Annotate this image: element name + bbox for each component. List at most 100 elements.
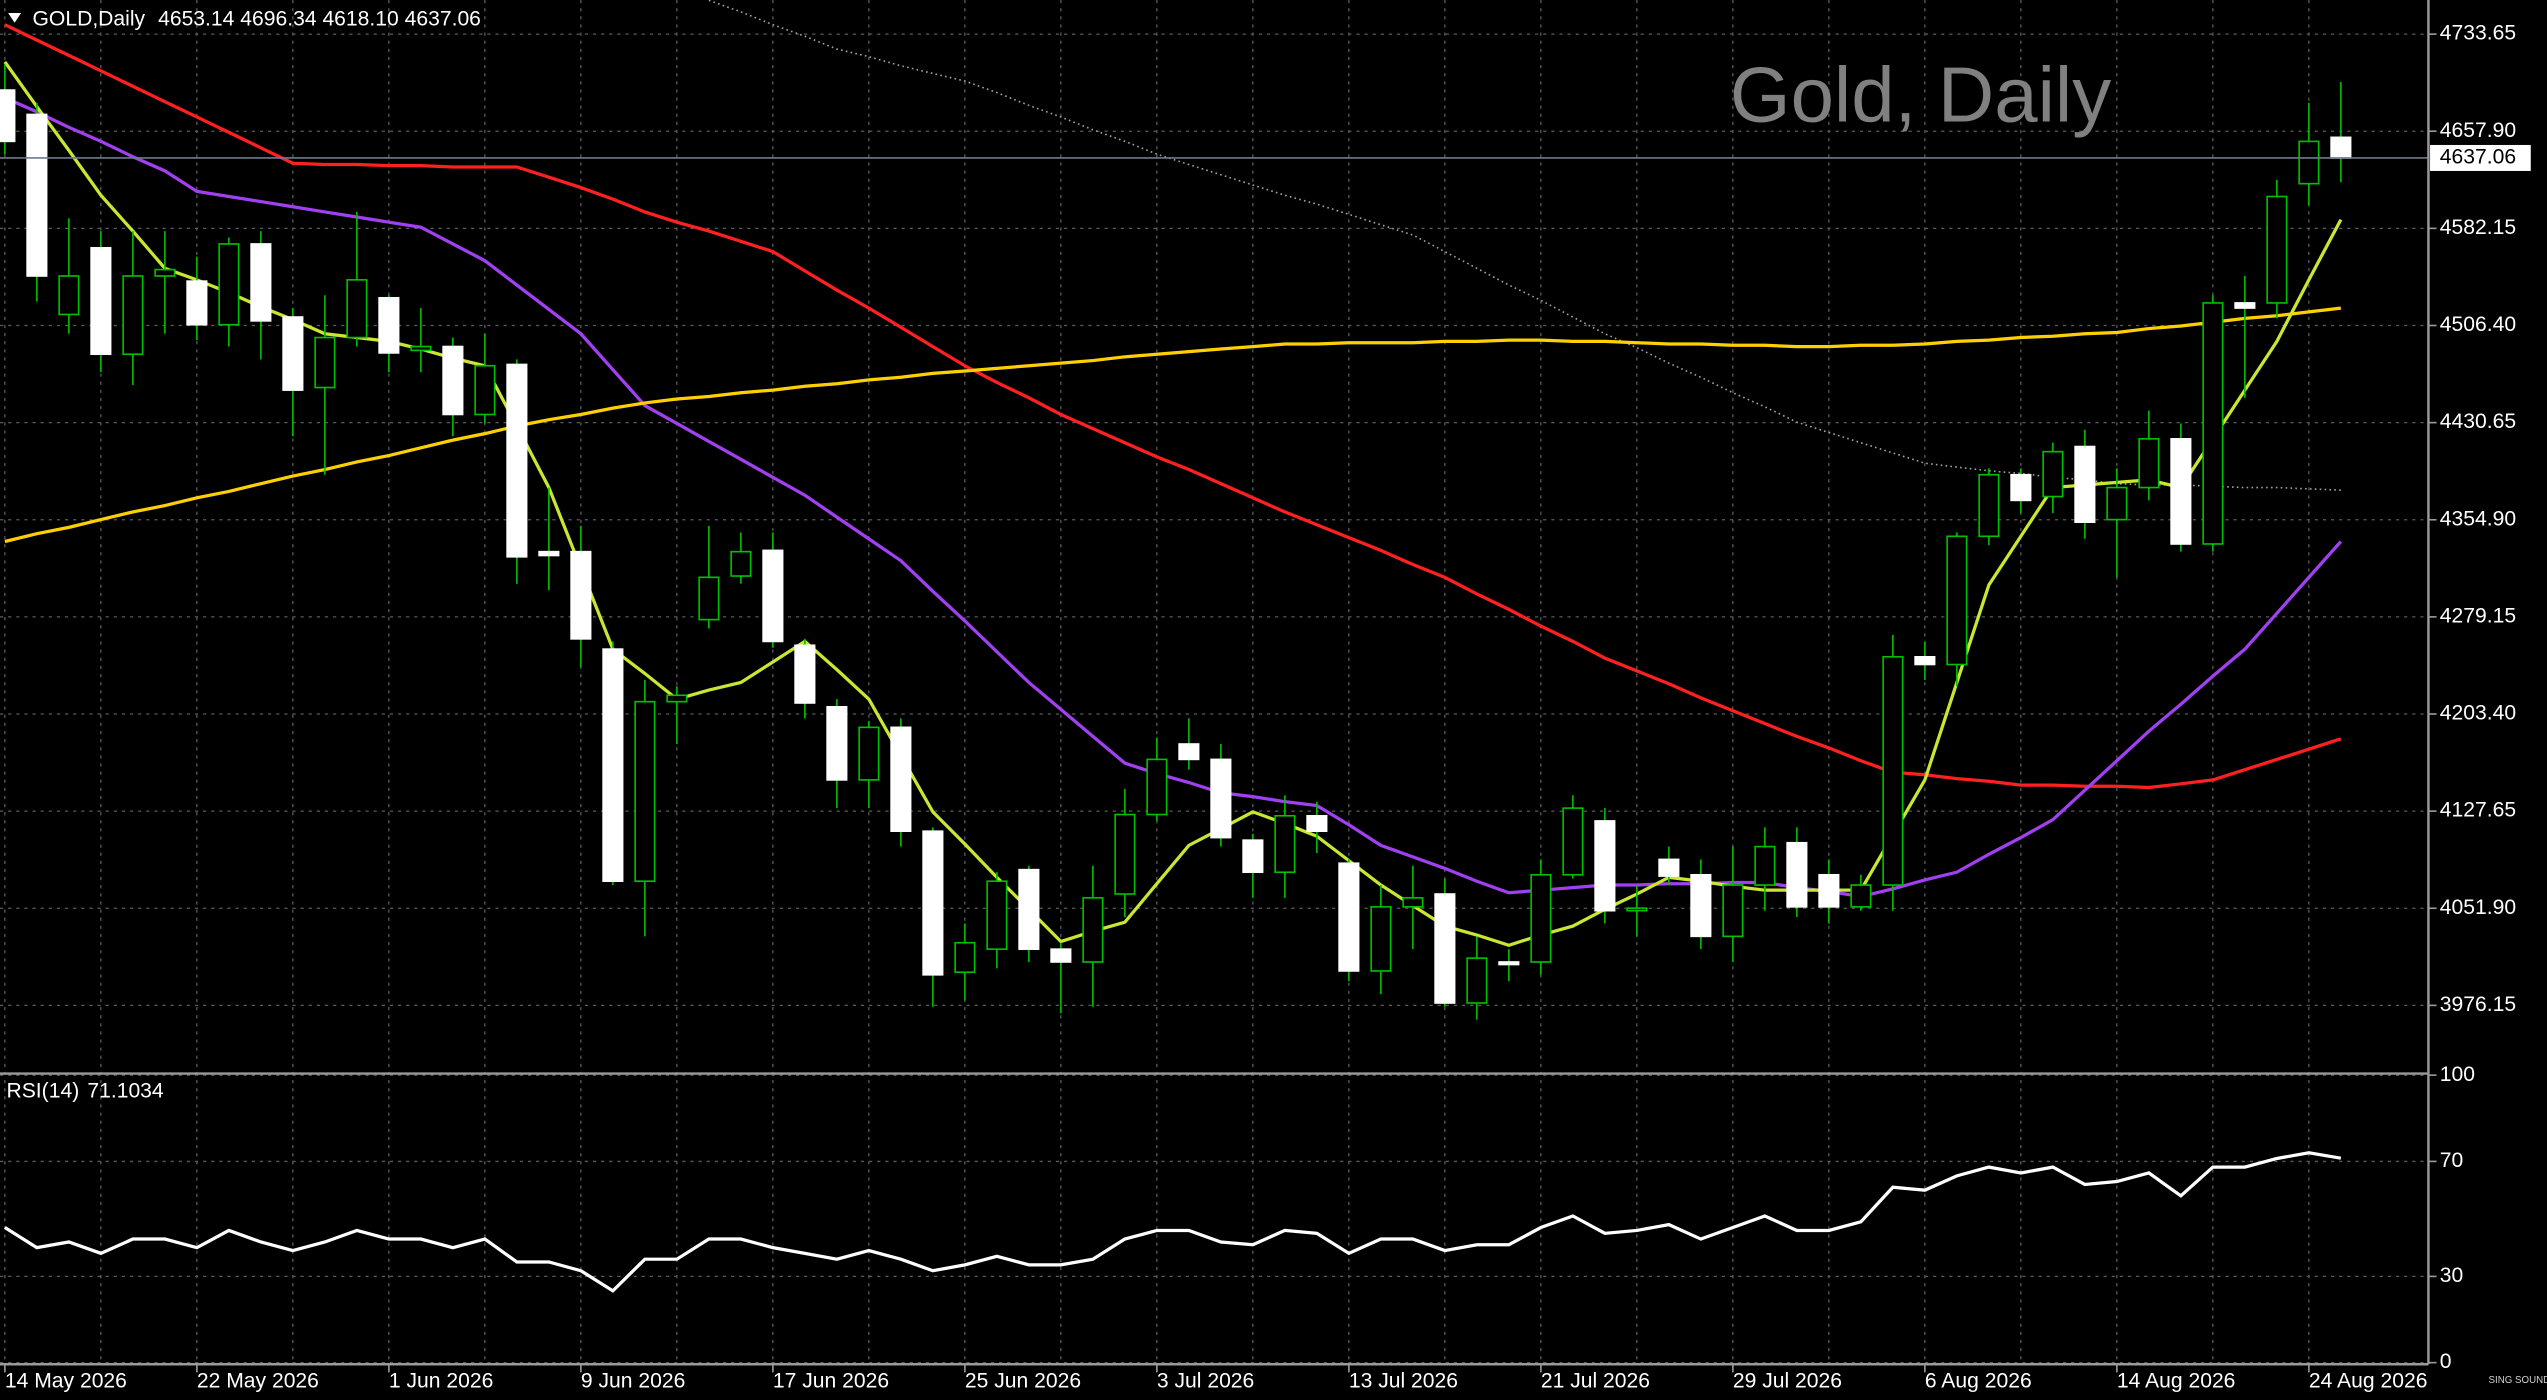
y-tick-label: 4051.90	[2440, 896, 2516, 919]
candle-body	[890, 726, 912, 833]
symbol: GOLD,Daily	[32, 7, 145, 30]
candle-body	[730, 550, 752, 577]
y-tick-label: 4506.40	[2440, 313, 2516, 336]
candle-body	[218, 243, 240, 326]
x-tick-label: 13 Jul 2026	[1349, 1370, 1458, 1393]
candle-body	[506, 363, 528, 558]
candle-body	[698, 576, 720, 621]
candle-body	[1114, 813, 1136, 895]
candle-body	[794, 644, 816, 704]
current-price-label: 4637.06	[2440, 146, 2516, 169]
candle-body	[986, 880, 1008, 950]
y-tick-label: 4733.65	[2440, 22, 2516, 45]
candle-body	[1306, 814, 1328, 833]
quote: 4653.14 4696.34 4618.10 4637.06	[158, 7, 481, 30]
candle-body	[122, 275, 144, 356]
indicator-line	[708, 0, 2341, 491]
candle-body	[1466, 957, 1488, 1004]
candle-body	[1914, 655, 1936, 666]
candle-body	[1978, 473, 2000, 538]
candle-body	[1178, 743, 1200, 761]
menu-triangle[interactable]	[8, 12, 22, 23]
candle-body	[474, 364, 496, 416]
x-tick-label: 6 Aug 2026	[1925, 1370, 2032, 1393]
candle-body	[1050, 948, 1072, 963]
candle-body	[1818, 873, 1840, 908]
candle-body	[1722, 884, 1744, 938]
candle-body	[1498, 961, 1520, 966]
candle-body	[442, 345, 464, 416]
candle-body	[2042, 450, 2064, 498]
candle-body	[666, 694, 688, 703]
candle-body	[1338, 862, 1360, 972]
candle-body	[2298, 140, 2320, 185]
indicator-line	[4, 1151, 2342, 1293]
candle-body	[1082, 897, 1104, 963]
watermark-title: Gold, Daily	[1730, 50, 2111, 138]
candle-body	[2074, 445, 2096, 523]
rsi-title: RSI(14)	[6, 1079, 79, 1102]
candle-body	[1658, 858, 1680, 877]
candle-body	[1882, 655, 1904, 886]
candle-body	[2170, 438, 2192, 545]
candle-body	[1370, 906, 1392, 972]
candle-body	[2106, 486, 2128, 521]
candle-body	[1754, 845, 1776, 886]
candle-body	[1594, 820, 1616, 912]
candle-body	[1210, 758, 1232, 839]
candle-body	[858, 726, 880, 781]
candle-body	[1626, 907, 1648, 912]
logo: SING SOUND	[2489, 1375, 2547, 1386]
candle-body	[2234, 302, 2256, 309]
candle-body	[1530, 873, 1552, 963]
candle-body	[922, 830, 944, 976]
candle-body	[2266, 195, 2288, 304]
candle-body	[954, 941, 976, 974]
x-tick-label: 17 Jun 2026	[773, 1370, 889, 1393]
candle-body	[1850, 884, 1872, 908]
header: GOLD,Daily 4653.14 4696.34 4618.10 4637.0…	[32, 7, 480, 30]
x-tick-label: 9 Jun 2026	[581, 1370, 685, 1393]
candle-body	[378, 296, 400, 354]
y-tick-label: 4430.65	[2440, 410, 2516, 433]
candle-body	[2138, 438, 2160, 489]
y-tick-label: 100	[2440, 1063, 2475, 1086]
x-tick-label: 24 Aug 2026	[2309, 1370, 2428, 1393]
candle-body	[1786, 841, 1808, 908]
y-tick-label: 4657.90	[2440, 119, 2516, 142]
candle-body	[282, 316, 304, 391]
candle-body	[314, 336, 336, 389]
grid-layer	[0, 0, 2429, 1365]
y-tick-label: 0	[2440, 1350, 2452, 1373]
x-tick-label: 14 May 2026	[5, 1370, 127, 1393]
candle-body	[1146, 758, 1168, 816]
y-tick-label: 4203.40	[2440, 702, 2516, 725]
x-tick-label: 1 Jun 2026	[389, 1370, 493, 1393]
candle-body	[1274, 814, 1296, 874]
candle-body	[1434, 893, 1456, 1004]
y-tick-label: 4582.15	[2440, 216, 2516, 239]
candle-body	[154, 268, 176, 277]
candle-body	[1562, 807, 1584, 876]
candle-body	[570, 550, 592, 640]
candle-body	[1946, 535, 1968, 666]
rsi-value: 71.1034	[87, 1079, 164, 1102]
candle-body	[410, 345, 432, 352]
candle-body	[2010, 473, 2032, 502]
x-tick-label: 14 Aug 2026	[2117, 1370, 2236, 1393]
candle-body	[250, 243, 272, 322]
candle-body	[0, 89, 16, 143]
candle-body	[186, 280, 208, 326]
candle-body	[1402, 897, 1424, 908]
x-tick-label: 3 Jul 2026	[1157, 1370, 1254, 1393]
candle-body	[1242, 839, 1264, 874]
y-tick-label: 70	[2440, 1149, 2463, 1172]
candle-body	[58, 275, 80, 316]
x-tick-label: 21 Jul 2026	[1541, 1370, 1650, 1393]
candle-body	[602, 648, 624, 883]
rsi-header: RSI(14) 71.1034	[6, 1079, 163, 1102]
indicator-line	[4, 306, 2342, 544]
